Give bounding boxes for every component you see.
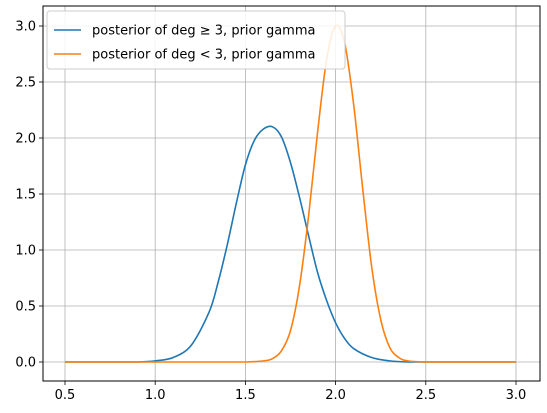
legend-box [46, 10, 346, 70]
x-tick-label: 2.5 [415, 388, 436, 403]
y-tick-label: 0.5 [15, 300, 36, 315]
series-line-1 [64, 125, 516, 363]
y-tick-label: 2.0 [15, 132, 36, 147]
x-tick-label: 1.5 [235, 388, 256, 403]
y-tick-label: 1.0 [15, 244, 36, 259]
x-tick-label: 1.0 [145, 388, 166, 403]
y-tick-label: 1.5 [15, 188, 36, 203]
legend-label-1: posterior of deg ≥ 3, prior gamma [92, 24, 315, 39]
legend: posterior of deg ≥ 3, prior gamma posteri… [46, 10, 346, 70]
y-tick-label: 0.0 [15, 356, 36, 371]
x-tick-label: 2.0 [325, 388, 346, 403]
axes-frame [42, 5, 541, 382]
legend-label-2: posterior of deg < 3, prior gamma [92, 48, 315, 63]
x-tick-label: 3.0 [506, 388, 527, 403]
y-tick-label: 2.5 [15, 76, 36, 91]
ticks: 0.5 1.0 1.5 2.0 2.5 3.0 0.0 0.5 1.0 1.5 2.0 2.5 3.0 [15, 20, 526, 404]
x-tick-label: 0.5 [55, 388, 76, 403]
y-tick-label: 3.0 [15, 20, 36, 35]
